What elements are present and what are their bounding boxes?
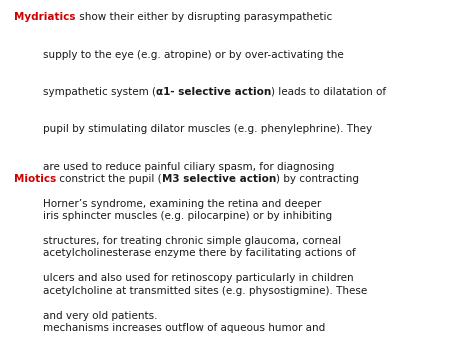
Text: mechanisms increases outflow of aqueous humor and: mechanisms increases outflow of aqueous … — [43, 323, 325, 333]
Text: structures, for treating chronic simple glaucoma, corneal: structures, for treating chronic simple … — [43, 236, 341, 246]
Text: pupil by stimulating dilator muscles (e.g. phenylephrine). They: pupil by stimulating dilator muscles (e.… — [43, 124, 372, 134]
Text: ) by contracting: ) by contracting — [276, 174, 359, 184]
Text: Miotics: Miotics — [14, 174, 56, 184]
Text: ulcers and also used for retinoscopy particularly in children: ulcers and also used for retinoscopy par… — [43, 273, 353, 283]
Text: ) leads to dilatation of: ) leads to dilatation of — [271, 87, 386, 97]
Text: iris sphincter muscles (e.g. pilocarpine) or by inhibiting: iris sphincter muscles (e.g. pilocarpine… — [43, 211, 332, 221]
Text: acetylcholinesterase enzyme there by facilitating actions of: acetylcholinesterase enzyme there by fac… — [43, 248, 356, 258]
Text: show their either by disrupting parasympathetic: show their either by disrupting parasymp… — [76, 12, 332, 22]
Text: are used to reduce painful ciliary spasm, for diagnosing: are used to reduce painful ciliary spasm… — [43, 162, 334, 171]
Text: Mydriatics: Mydriatics — [14, 12, 76, 22]
Text: α1- selective action: α1- selective action — [155, 87, 271, 97]
Text: M3 selective action: M3 selective action — [162, 174, 276, 184]
Text: supply to the eye (e.g. atropine) or by over-activating the: supply to the eye (e.g. atropine) or by … — [43, 50, 343, 60]
Text: constrict the pupil (: constrict the pupil ( — [56, 174, 162, 184]
Text: acetylcholine at transmitted sites (e.g. physostigmine). These: acetylcholine at transmitted sites (e.g.… — [43, 286, 367, 296]
Text: Horner’s syndrome, examining the retina and deeper: Horner’s syndrome, examining the retina … — [43, 199, 321, 209]
Text: sympathetic system (: sympathetic system ( — [43, 87, 155, 97]
Text: and very old patients.: and very old patients. — [43, 311, 157, 321]
